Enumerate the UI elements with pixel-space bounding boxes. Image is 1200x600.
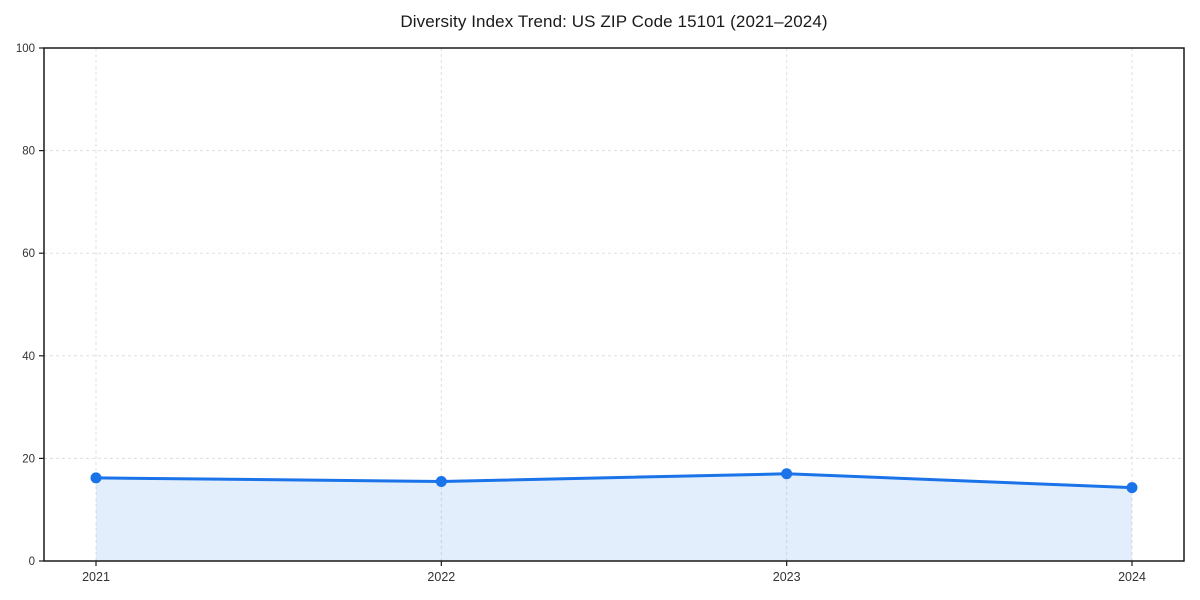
chart-title: Diversity Index Trend: US ZIP Code 15101… bbox=[400, 12, 828, 31]
trend-line bbox=[94, 472, 1134, 490]
y-tick-label-60: 60 bbox=[22, 248, 35, 260]
area-fill bbox=[96, 473, 1132, 561]
data-point-2021 bbox=[90, 472, 102, 484]
x-tick-label-2024: 2024 bbox=[1118, 570, 1146, 584]
x-tick-label-2022: 2022 bbox=[427, 570, 455, 584]
y-tick-label-20: 20 bbox=[22, 453, 35, 465]
y-tick-label-80: 80 bbox=[22, 146, 35, 158]
data-point-2022 bbox=[435, 475, 447, 487]
data-point-2024 bbox=[1126, 482, 1138, 494]
y-tick-label-100: 100 bbox=[16, 43, 35, 55]
y-tick-label-0: 0 bbox=[29, 556, 35, 568]
x-tick-label-2023: 2023 bbox=[773, 570, 801, 584]
x-tick-label-2021: 2021 bbox=[82, 570, 110, 584]
plot-border bbox=[43, 47, 1185, 562]
y-tick-label-40: 40 bbox=[22, 351, 35, 363]
data-point-2023 bbox=[781, 468, 793, 480]
